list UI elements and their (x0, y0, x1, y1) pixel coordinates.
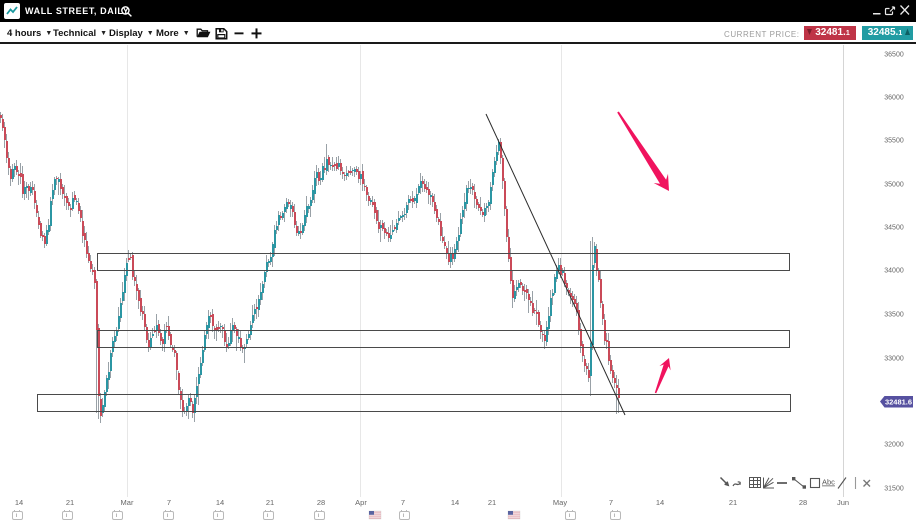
svg-text:35000: 35000 (884, 182, 904, 189)
svg-text:14: 14 (451, 498, 459, 507)
svg-text:21: 21 (66, 498, 74, 507)
svg-text:35500: 35500 (884, 138, 904, 145)
svg-text:32481.6: 32481.6 (885, 398, 912, 407)
svg-text:21: 21 (729, 498, 737, 507)
svg-text:Abc: Abc (822, 478, 835, 487)
svg-text:36500: 36500 (884, 52, 904, 59)
svg-text:7: 7 (609, 498, 613, 507)
svg-text:Mar: Mar (121, 498, 134, 507)
svg-text:14: 14 (15, 498, 23, 507)
svg-text:21: 21 (266, 498, 274, 507)
svg-text:33500: 33500 (884, 312, 904, 319)
svg-text:7: 7 (167, 498, 171, 507)
svg-text:32000: 32000 (884, 442, 904, 449)
svg-text:21: 21 (488, 498, 496, 507)
svg-text:33000: 33000 (884, 356, 904, 363)
svg-text:14: 14 (656, 498, 664, 507)
svg-text:7: 7 (401, 498, 405, 507)
svg-text:28: 28 (799, 498, 807, 507)
svg-text:28: 28 (317, 498, 325, 507)
svg-text:36000: 36000 (884, 95, 904, 102)
svg-text:Apr: Apr (355, 498, 367, 507)
svg-text:31500: 31500 (884, 486, 904, 493)
svg-text:14: 14 (216, 498, 224, 507)
svg-text:34500: 34500 (884, 225, 904, 232)
svg-text:Jun: Jun (837, 498, 849, 507)
svg-text:May: May (553, 498, 567, 507)
svg-text:34000: 34000 (884, 268, 904, 275)
